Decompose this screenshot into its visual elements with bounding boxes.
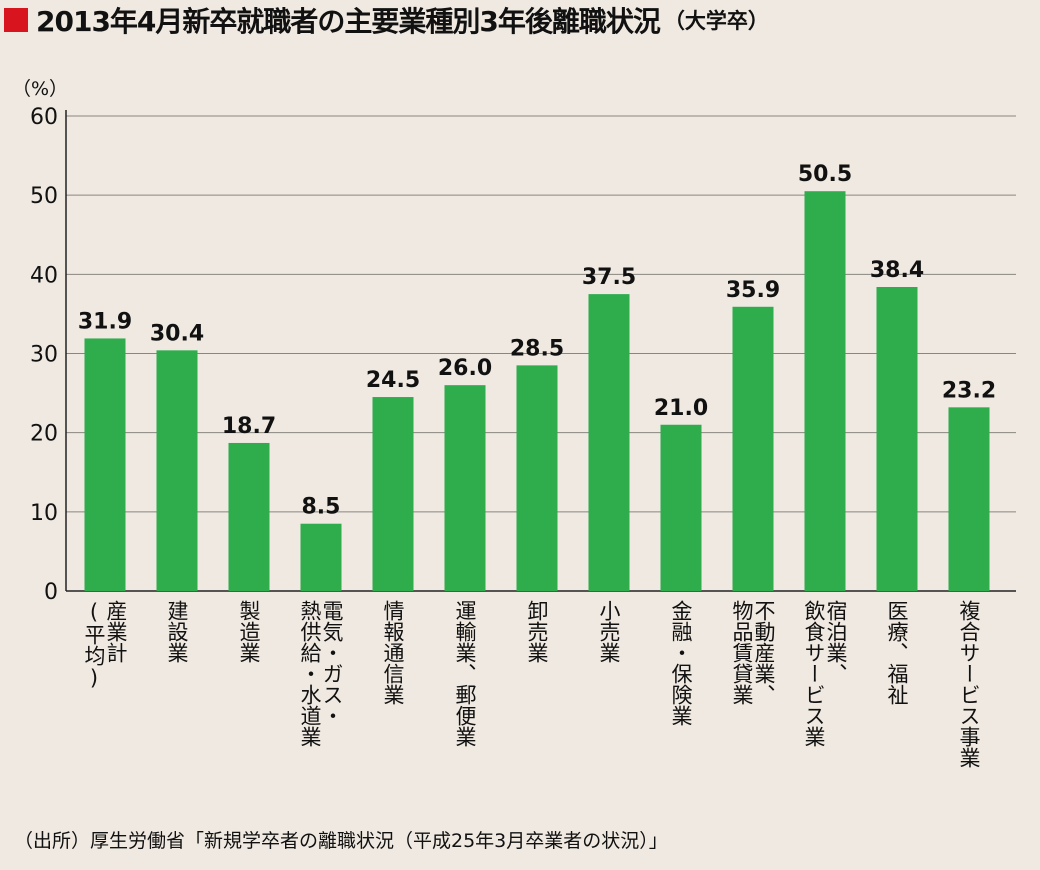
y-tick-label: 0	[44, 580, 58, 605]
y-tick-label: 40	[30, 263, 58, 288]
category-label: 建設業	[165, 600, 189, 663]
chart-title: 2013年4月新卒就職者の主要業種別3年後離職状況	[36, 5, 661, 38]
category-label: 医療、福祉	[885, 600, 909, 705]
value-label: 18.7	[222, 414, 276, 439]
bar	[156, 350, 198, 591]
category-label: 宿泊業、	[824, 600, 848, 684]
value-label: 24.5	[366, 368, 420, 393]
bar	[84, 338, 126, 591]
category-label: 金融・保険業	[669, 600, 693, 726]
value-label: 23.2	[942, 378, 996, 403]
category-label: 産業計	[104, 600, 128, 663]
category-label: 卸売業	[525, 600, 549, 663]
category-label: (平均)	[82, 600, 106, 690]
bar	[876, 287, 918, 591]
y-tick-label: 10	[30, 501, 58, 526]
source-note: （出所）厚生労働省「新規学卒者の離職状況（平成25年3月卒業者の状況）」	[14, 830, 668, 852]
value-label: 28.5	[510, 336, 564, 361]
value-label: 26.0	[438, 356, 492, 381]
y-tick-label: 30	[30, 343, 58, 368]
value-label: 35.9	[726, 278, 780, 303]
value-label: 37.5	[582, 265, 636, 290]
category-label: 電気・ガス・	[320, 600, 344, 726]
bar	[660, 424, 702, 591]
value-label: 31.9	[78, 309, 132, 334]
y-tick-label: 50	[30, 184, 58, 209]
value-label: 50.5	[798, 162, 852, 187]
title-row: 2013年4月新卒就職者の主要業種別3年後離職状況 （大学卒）	[4, 2, 769, 38]
category-label: 複合サービス事業	[957, 600, 981, 768]
bar	[300, 523, 342, 591]
category-label: 運輸業、郵便業	[453, 600, 477, 747]
category-label: 飲食サービス業	[802, 600, 826, 747]
category-label: 製造業	[237, 600, 261, 663]
bar	[804, 191, 846, 592]
value-label: 21.0	[654, 396, 708, 421]
bar	[372, 397, 414, 591]
y-axis-unit-label: （%）	[12, 78, 68, 100]
value-label: 8.5	[302, 495, 341, 520]
bar	[516, 365, 558, 591]
bar	[228, 442, 270, 591]
category-label: 情報通信業	[381, 600, 405, 705]
category-label: 不動産業、	[752, 600, 776, 705]
category-label: 物品賃貸業	[730, 600, 754, 705]
category-label: 小売業	[597, 600, 621, 663]
bar	[588, 294, 630, 591]
bar	[444, 385, 486, 591]
chart-subtitle: （大学卒）	[663, 9, 769, 33]
y-tick-label: 20	[30, 422, 58, 447]
y-tick-label: 60	[30, 105, 58, 130]
category-label: 熱供給・水道業	[298, 600, 322, 747]
value-label: 38.4	[870, 258, 924, 283]
bar	[948, 407, 990, 591]
bar	[732, 306, 774, 591]
title-marker	[4, 8, 28, 32]
value-label: 30.4	[150, 321, 204, 346]
